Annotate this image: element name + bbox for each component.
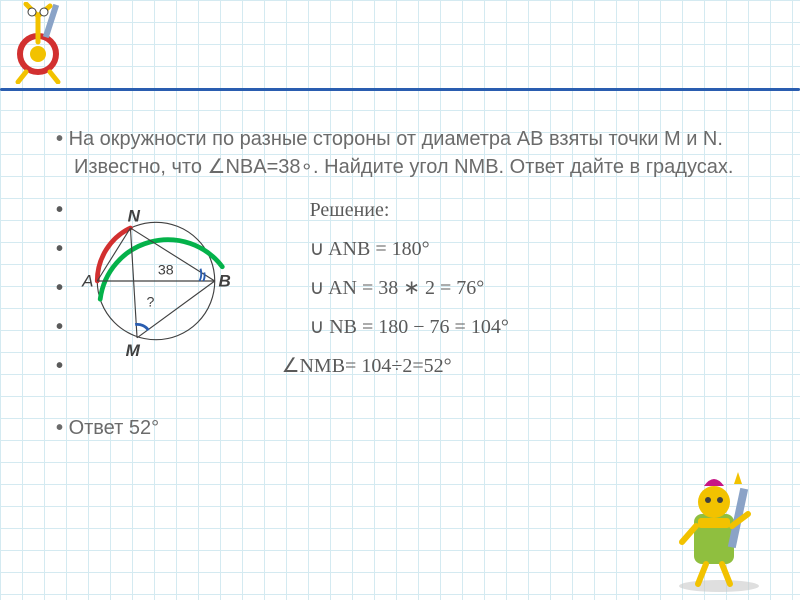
solution-math-4: ∠NMB= 104÷2=52° — [282, 347, 452, 386]
mascot-top-icon — [8, 2, 78, 84]
solution-title: Решение: — [310, 191, 390, 230]
header-divider — [0, 88, 800, 91]
mascot-bottom-icon — [664, 464, 774, 594]
label-b: B — [219, 272, 231, 291]
angle-q: ? — [147, 295, 155, 311]
solution-math-2: ∪ AN = 38 ∗ 2 = 76° — [310, 269, 485, 308]
angle-38: 38 — [158, 263, 174, 279]
label-n: N — [128, 207, 141, 226]
solution-math-3: ∪ NB = 180 − 76 = 104° — [310, 308, 509, 347]
answer-text: Ответ 52° — [69, 417, 160, 439]
label-m: M — [126, 341, 141, 360]
problem-text: На окружности по разные стороны от диаме… — [48, 126, 752, 181]
label-a: A — [81, 272, 93, 291]
problem-text-content: На окружности по разные стороны от диаме… — [69, 128, 734, 178]
content-area: На окружности по разные стороны от диаме… — [48, 126, 752, 440]
answer-line: Ответ 52° — [48, 417, 752, 440]
solution-area: N A B M 38 ? • Решение: • ∪ ANB = 180° •… — [48, 191, 752, 411]
circle-diagram: N A B M 38 ? — [66, 191, 246, 371]
solution-math-1: ∪ ANB = 180° — [310, 230, 430, 269]
